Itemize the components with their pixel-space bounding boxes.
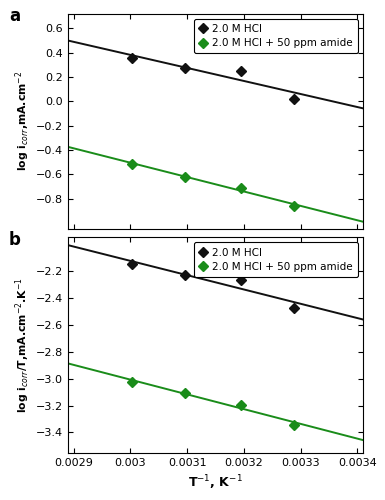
2.0 M HCl bbox=[239, 277, 243, 283]
2.0 M HCl bbox=[292, 96, 297, 102]
2.0 M HCl bbox=[292, 305, 297, 311]
Line: 2.0 M HCl + 50 ppm amide: 2.0 M HCl + 50 ppm amide bbox=[128, 160, 298, 210]
Line: 2.0 M HCl: 2.0 M HCl bbox=[128, 260, 298, 312]
2.0 M HCl + 50 ppm amide bbox=[182, 390, 187, 396]
2.0 M HCl bbox=[130, 260, 134, 266]
2.0 M HCl bbox=[182, 272, 187, 278]
Y-axis label: log i$_{corr}$/T,mA.cm$^{-2}$.K$^{-1}$: log i$_{corr}$/T,mA.cm$^{-2}$.K$^{-1}$ bbox=[13, 277, 32, 413]
Line: 2.0 M HCl: 2.0 M HCl bbox=[128, 54, 298, 102]
2.0 M HCl + 50 ppm amide bbox=[182, 174, 187, 180]
Line: 2.0 M HCl + 50 ppm amide: 2.0 M HCl + 50 ppm amide bbox=[128, 378, 298, 428]
2.0 M HCl bbox=[239, 68, 243, 74]
X-axis label: T$^{-1}$, K$^{-1}$: T$^{-1}$, K$^{-1}$ bbox=[188, 473, 243, 492]
2.0 M HCl + 50 ppm amide bbox=[239, 185, 243, 191]
Legend: 2.0 M HCl, 2.0 M HCl + 50 ppm amide: 2.0 M HCl, 2.0 M HCl + 50 ppm amide bbox=[194, 242, 358, 277]
2.0 M HCl + 50 ppm amide bbox=[292, 203, 297, 209]
2.0 M HCl bbox=[130, 55, 134, 61]
Legend: 2.0 M HCl, 2.0 M HCl + 50 ppm amide: 2.0 M HCl, 2.0 M HCl + 50 ppm amide bbox=[194, 19, 358, 54]
2.0 M HCl + 50 ppm amide bbox=[239, 402, 243, 408]
Text: b: b bbox=[9, 230, 21, 248]
2.0 M HCl bbox=[182, 65, 187, 71]
Y-axis label: log i$_{corr}$,mA.cm$^{-2}$: log i$_{corr}$,mA.cm$^{-2}$ bbox=[13, 71, 32, 172]
2.0 M HCl + 50 ppm amide bbox=[130, 378, 134, 384]
Text: a: a bbox=[9, 7, 20, 25]
2.0 M HCl + 50 ppm amide bbox=[130, 160, 134, 166]
2.0 M HCl + 50 ppm amide bbox=[292, 422, 297, 428]
